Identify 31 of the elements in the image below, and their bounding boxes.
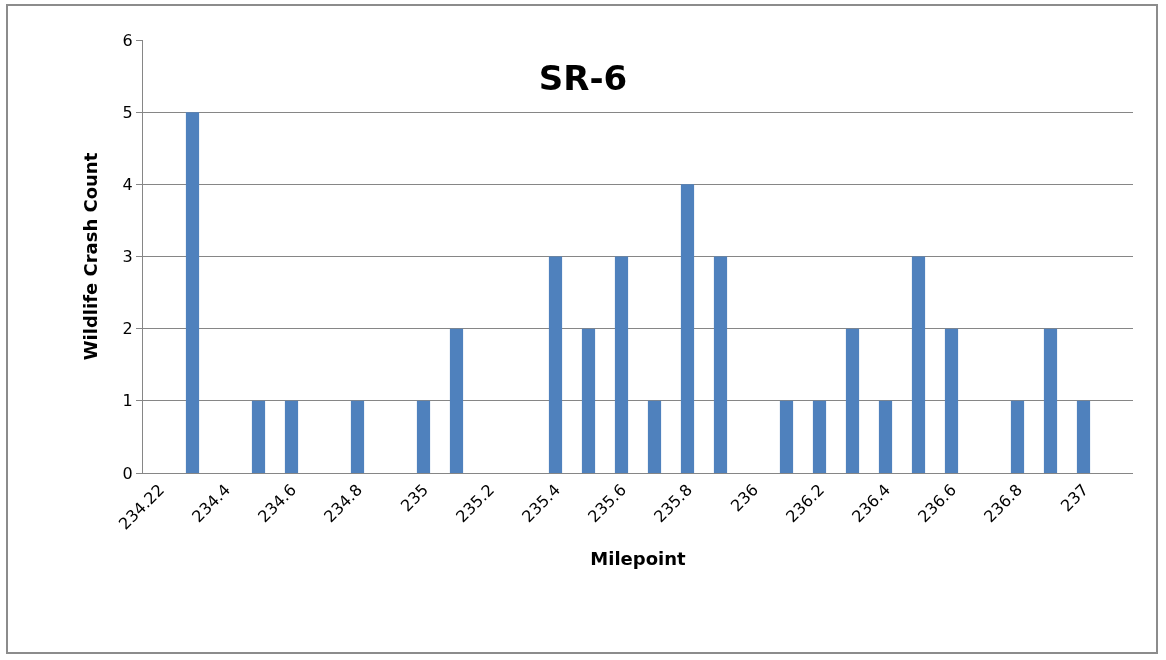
bar [911,256,926,473]
bar [845,328,860,473]
y-tick-label: 1 [122,391,133,411]
bar [713,256,728,473]
y-axis-title: Wildlife Crash Count [79,152,101,361]
y-tick-label: 4 [122,174,133,194]
y-tick-label: 2 [122,319,133,339]
bar [1076,400,1091,473]
bar [581,328,596,473]
y-tick-label: 3 [122,247,133,267]
bar [779,400,794,473]
y-tick-label: 0 [122,463,133,483]
y-tick-label: 5 [122,102,133,122]
bar [1043,328,1058,473]
bar [647,400,662,473]
x-axis-title: Milepoint [590,548,687,570]
bar [350,400,365,473]
bar [416,400,431,473]
bar [251,400,266,473]
bar [812,400,827,473]
bar [1010,400,1025,473]
bar [614,256,629,473]
bar [449,328,464,473]
y-tick-label: 6 [122,30,133,50]
bar [944,328,959,473]
bar [680,184,695,473]
bar [548,256,563,473]
bar [878,400,893,473]
text: SR-6 [538,57,628,98]
bar [185,112,200,473]
bar [284,400,299,473]
